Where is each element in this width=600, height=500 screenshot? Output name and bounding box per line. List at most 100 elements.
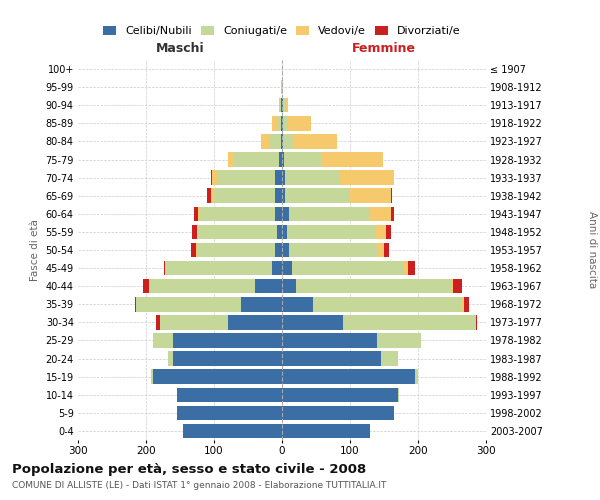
Bar <box>350 188 391 203</box>
Bar <box>452 279 454 293</box>
Bar <box>282 315 343 330</box>
Bar <box>476 315 477 330</box>
Bar <box>199 224 277 239</box>
Bar <box>278 152 282 167</box>
Text: Anni di nascita: Anni di nascita <box>587 212 597 288</box>
Bar <box>275 206 282 221</box>
Bar <box>376 224 386 239</box>
Bar <box>269 134 281 148</box>
Bar <box>282 388 398 402</box>
Bar <box>283 116 287 130</box>
Bar <box>197 224 199 239</box>
Y-axis label: Fasce di età: Fasce di età <box>30 219 40 281</box>
Bar <box>384 243 389 257</box>
Bar <box>289 206 370 221</box>
Bar <box>386 224 391 239</box>
Bar <box>173 352 282 366</box>
Bar <box>135 297 136 312</box>
Bar <box>293 134 337 148</box>
Bar <box>275 243 282 257</box>
Bar <box>261 134 269 148</box>
Bar <box>283 98 285 112</box>
Bar <box>214 188 275 203</box>
Bar <box>277 116 281 130</box>
Bar <box>156 315 160 330</box>
Bar <box>282 98 283 112</box>
Bar <box>282 224 287 239</box>
Bar <box>184 424 282 438</box>
Bar <box>160 315 227 330</box>
Bar <box>173 333 282 347</box>
Bar <box>282 243 289 257</box>
Bar <box>165 261 166 276</box>
Bar <box>391 188 392 203</box>
Bar <box>272 261 282 276</box>
Bar <box>343 315 476 330</box>
Bar <box>282 134 283 148</box>
Bar <box>211 188 214 203</box>
Bar <box>454 279 461 293</box>
Bar <box>164 261 165 276</box>
Bar <box>153 333 173 347</box>
Bar <box>287 224 376 239</box>
Bar <box>286 188 350 203</box>
Bar <box>277 224 282 239</box>
Bar <box>272 116 277 130</box>
Bar <box>286 170 340 185</box>
Bar <box>464 297 469 312</box>
Bar <box>282 170 286 185</box>
Bar <box>176 388 282 402</box>
Bar <box>217 170 275 185</box>
Bar <box>241 297 282 312</box>
Bar <box>287 116 311 130</box>
Bar <box>283 134 293 148</box>
Bar <box>282 152 284 167</box>
Bar <box>462 297 464 312</box>
Bar <box>227 315 282 330</box>
Bar <box>199 206 200 221</box>
Bar <box>296 279 452 293</box>
Bar <box>275 170 282 185</box>
Bar <box>282 279 296 293</box>
Bar <box>391 206 394 221</box>
Bar <box>149 279 255 293</box>
Bar <box>380 352 398 366</box>
Bar <box>282 406 394 420</box>
Bar <box>398 388 399 402</box>
Bar <box>281 116 282 130</box>
Bar <box>196 243 197 257</box>
Bar <box>191 224 197 239</box>
Bar <box>235 152 278 167</box>
Bar <box>370 206 391 221</box>
Bar <box>191 243 196 257</box>
Legend: Celibi/Nubili, Coniugati/e, Vedovi/e, Divorziati/e: Celibi/Nubili, Coniugati/e, Vedovi/e, Di… <box>103 26 461 36</box>
Bar <box>275 188 282 203</box>
Bar <box>282 116 283 130</box>
Bar <box>166 261 272 276</box>
Bar <box>212 170 217 185</box>
Bar <box>282 370 415 384</box>
Bar <box>285 98 288 112</box>
Bar <box>197 243 275 257</box>
Bar <box>153 370 282 384</box>
Bar <box>282 333 377 347</box>
Bar <box>281 80 282 94</box>
Bar <box>281 134 282 148</box>
Bar <box>282 424 370 438</box>
Bar <box>136 297 241 312</box>
Bar <box>377 243 384 257</box>
Bar <box>377 333 421 347</box>
Bar <box>415 370 418 384</box>
Text: Popolazione per età, sesso e stato civile - 2008: Popolazione per età, sesso e stato civil… <box>12 462 366 475</box>
Bar <box>278 98 279 112</box>
Bar <box>313 297 462 312</box>
Bar <box>292 261 404 276</box>
Bar <box>284 152 322 167</box>
Bar <box>176 406 282 420</box>
Bar <box>282 297 313 312</box>
Bar <box>408 261 415 276</box>
Bar <box>282 261 292 276</box>
Bar <box>282 352 380 366</box>
Bar <box>200 206 275 221</box>
Bar <box>151 370 153 384</box>
